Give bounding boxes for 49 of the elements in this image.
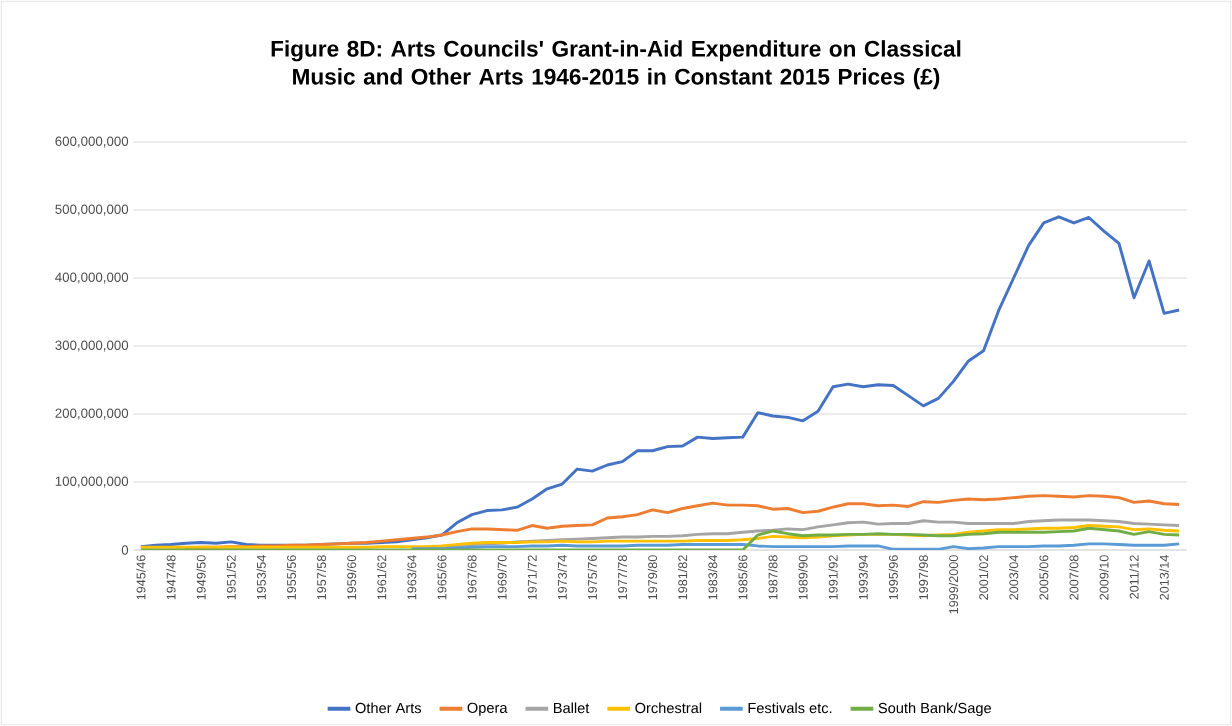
x-tick-label: 1991/92	[828, 555, 838, 600]
legend-label: Other Arts	[355, 702, 422, 714]
x-tick-label: 1989/90	[798, 555, 808, 600]
x-tick-label: 1975/76	[587, 555, 597, 600]
x-tick-label: 1983/84	[708, 555, 718, 600]
x-tick-label: 2009/10	[1099, 555, 1109, 600]
legend-label: Opera	[467, 702, 508, 716]
x-tick-label: 1959/60	[346, 555, 357, 600]
x-tick-label: 2003/04	[1008, 555, 1019, 600]
legend-label: Ballet	[554, 702, 590, 714]
x-tick-label: 1949/50	[196, 555, 206, 600]
x-tick-label: 2007/08	[1069, 555, 1079, 600]
x-tick-label: 1971/72	[527, 555, 537, 600]
y-tick-label: 500,000,000	[55, 204, 129, 216]
x-tick-label: 1955/56	[286, 555, 296, 600]
x-tick-label: 1957/58	[316, 555, 327, 600]
x-tick-label: 1995/96	[888, 555, 898, 600]
x-tick-label: 2011/12	[1129, 555, 1139, 599]
x-tick-label: 1993/94	[858, 555, 868, 600]
x-tick-label: 2013/14	[1159, 555, 1169, 600]
x-tick-label: 1961/62	[376, 555, 387, 600]
y-tick-label: 0	[121, 545, 129, 555]
y-tick-label: 300,000,000	[55, 340, 129, 352]
x-tick-label: 1987/88	[768, 555, 778, 600]
y-tick-label: 100,000,000	[55, 476, 129, 488]
x-tick-label: 1945/46	[136, 555, 146, 600]
y-tick-label: 400,000,000	[55, 272, 129, 284]
y-tick-label: 200,000,000	[55, 408, 129, 420]
x-tick-label: 1947/48	[166, 555, 176, 600]
x-tick-label: 1953/54	[256, 555, 266, 600]
chart-title: Figure 8D: Arts Councils' Grant-in-Aid Expenditure on Classical Music and Other Arts 1946-2015 in Constant 2015 Prices (£)	[271, 40, 961, 90]
x-tick-label: 1963/64	[407, 555, 417, 600]
x-tick-label: 1979/80	[647, 555, 658, 600]
x-tick-label: 2005/06	[1039, 555, 1049, 600]
y-tick-label: 600,000,000	[55, 136, 129, 148]
x-tick-label: 1985/86	[738, 555, 748, 600]
legend-label: South Bank/Sage	[878, 702, 991, 717]
x-tick-label: 1997/98	[918, 555, 928, 600]
x-tick-label: 1967/68	[467, 555, 477, 600]
legend-label: Orchestral	[635, 702, 702, 714]
x-tick-label: 1981/82	[677, 555, 688, 600]
x-tick-label: 1999/2000	[948, 555, 959, 614]
legend-label: Festivals etc.	[748, 702, 832, 714]
x-tick-label: 1951/52	[226, 555, 236, 600]
x-tick-label: 1965/66	[437, 555, 447, 600]
x-tick-label: 1973/74	[557, 555, 567, 600]
x-tick-label: 1969/70	[497, 555, 507, 600]
x-tick-label: 2001/02	[978, 555, 989, 600]
x-tick-label: 1977/78	[617, 555, 628, 600]
